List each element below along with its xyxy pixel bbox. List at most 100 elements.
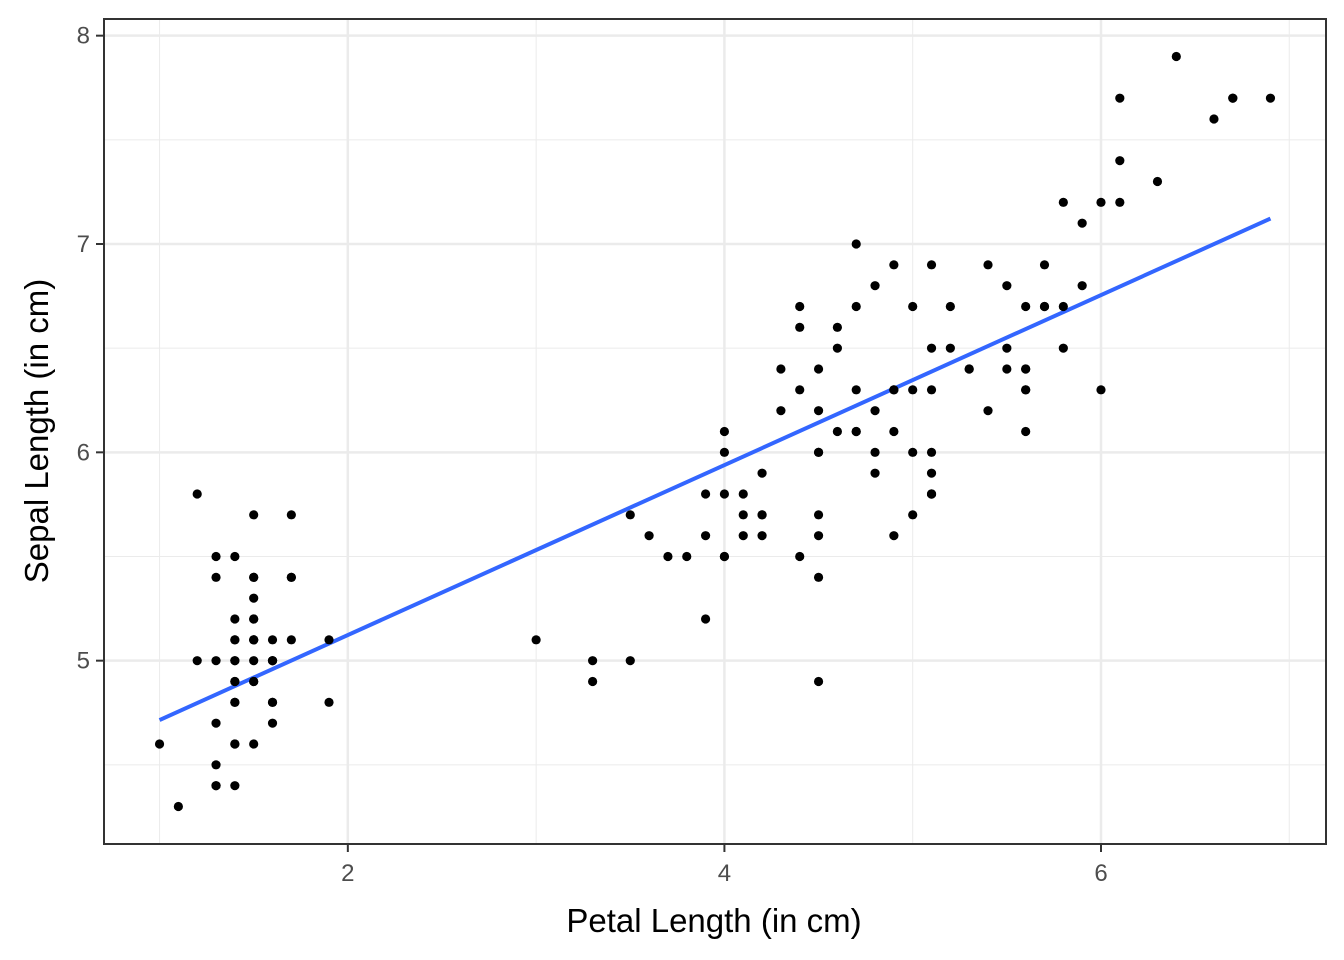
data-point [908, 510, 918, 520]
data-point [795, 385, 805, 395]
data-point [192, 656, 202, 666]
data-point [945, 301, 955, 312]
data-point [870, 406, 880, 416]
data-point [211, 656, 221, 666]
y-tick-label: 5 [77, 648, 90, 675]
data-point [1039, 260, 1050, 270]
data-point [813, 572, 824, 582]
data-point [851, 301, 861, 312]
data-point [1152, 176, 1163, 187]
data-point [700, 614, 711, 624]
data-point [926, 385, 937, 395]
data-point [267, 718, 278, 728]
data-point [324, 635, 334, 645]
x-tick-label: 4 [718, 860, 731, 887]
panel-border [103, 18, 1327, 845]
data-point [249, 510, 259, 520]
data-point [719, 447, 730, 457]
data-point [230, 739, 240, 749]
data-point [908, 385, 918, 395]
data-point [851, 426, 861, 437]
data-point [870, 468, 880, 478]
data-point [813, 447, 824, 457]
data-point [286, 510, 296, 520]
data-point [870, 281, 880, 291]
data-point [230, 697, 240, 707]
data-point [249, 656, 259, 666]
data-point [738, 531, 748, 541]
data-point [738, 510, 748, 520]
data-point [889, 426, 899, 437]
data-point [211, 572, 221, 582]
data-point [945, 343, 955, 353]
data-point [719, 551, 730, 562]
data-point [795, 301, 805, 312]
data-point [870, 447, 880, 457]
data-point [644, 531, 654, 541]
x-tick-label: 6 [1094, 860, 1107, 887]
fit-line-layer [158, 216, 1272, 722]
data-point [813, 510, 824, 520]
data-point [1021, 364, 1031, 374]
data-point [983, 406, 993, 416]
data-point [813, 406, 824, 416]
data-point [926, 489, 937, 499]
data-point [230, 635, 240, 645]
data-point [813, 676, 824, 687]
data-point [267, 635, 278, 645]
data-point [795, 322, 805, 332]
data-point [173, 801, 183, 812]
data-point [267, 656, 278, 666]
data-point [663, 551, 673, 562]
data-point [211, 781, 221, 791]
data-point [211, 551, 221, 562]
y-tick-label: 7 [77, 231, 90, 258]
data-point [588, 676, 598, 687]
data-point [1171, 51, 1181, 62]
data-point [1265, 93, 1276, 103]
data-point [230, 656, 240, 666]
data-point [249, 676, 259, 687]
data-point [889, 531, 899, 541]
data-point [230, 781, 240, 791]
data-point [719, 489, 730, 499]
data-point [926, 343, 937, 353]
data-point [1021, 385, 1031, 395]
data-point [249, 635, 259, 645]
data-point [267, 697, 278, 707]
data-point [1039, 301, 1050, 312]
data-point [908, 447, 918, 457]
data-point [1058, 197, 1068, 207]
y-tick-label: 6 [77, 439, 90, 466]
data-point [926, 447, 937, 457]
x-axis-title: Petal Length (in cm) [566, 902, 861, 939]
x-axis: 2 4 6 [341, 844, 1108, 887]
data-point [719, 426, 730, 437]
data-point [1021, 426, 1031, 437]
data-point [230, 551, 240, 562]
data-point [211, 718, 221, 728]
data-point [1058, 343, 1068, 353]
data-point [324, 697, 334, 707]
data-point [1209, 114, 1219, 124]
data-point [1096, 197, 1106, 207]
data-point [682, 551, 692, 562]
data-point [776, 406, 786, 416]
data-point [588, 656, 598, 666]
data-point [1002, 343, 1012, 353]
data-point [249, 593, 259, 603]
data-point [813, 364, 824, 374]
data-point [700, 489, 711, 499]
y-axis: 5 6 7 8 [77, 23, 104, 675]
points-layer [154, 51, 1276, 812]
x-tick-label: 2 [341, 860, 354, 887]
data-point [531, 635, 541, 645]
grid-lines [104, 19, 1326, 844]
data-point [1096, 385, 1106, 395]
data-point [851, 385, 861, 395]
data-point [738, 489, 748, 499]
data-point [1077, 281, 1087, 291]
data-point [211, 760, 221, 770]
data-point [1077, 218, 1087, 228]
